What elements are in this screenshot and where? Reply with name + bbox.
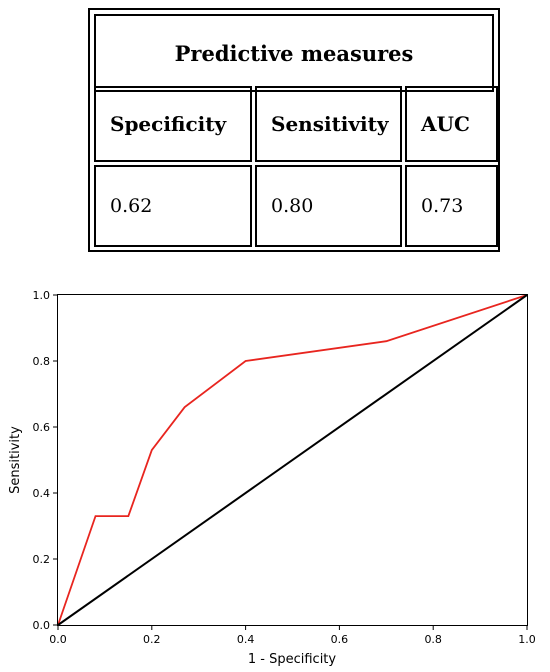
value-specificity: 0.62: [94, 165, 252, 247]
predictive-measures-table: Predictive measures Specificity Sensitiv…: [88, 8, 500, 252]
roc-chart: 0.0 0.2 0.4 0.6 0.8 1.0 0.0 0.2 0.4 0.6 0.8 1.0 1 -…: [8, 289, 536, 667]
y-tick-label: 0.8: [33, 355, 51, 368]
header-specificity: Specificity: [94, 86, 252, 162]
y-tick-label: 0.6: [33, 421, 51, 434]
x-tick-label: 0.4: [237, 633, 255, 646]
plot-frame: [57, 294, 528, 626]
y-tick-label: 0.4: [33, 487, 51, 500]
y-axis-label: Sensitivity: [8, 426, 23, 494]
value-auc: 0.73: [405, 165, 498, 247]
diagonal-reference-line: [57, 294, 528, 626]
roc-curve-line: [57, 294, 528, 626]
x-tick-label: 0.2: [143, 633, 161, 646]
y-tick-label: 0.0: [33, 619, 51, 632]
y-tick-label: 1.0: [33, 289, 51, 302]
x-axis-label: 1 - Specificity: [248, 652, 337, 667]
x-tick-label: 1.0: [518, 633, 536, 646]
header-auc: AUC: [405, 86, 498, 162]
y-tick-label: 0.2: [33, 553, 51, 566]
header-sensitivity: Sensitivity: [255, 86, 402, 162]
value-sensitivity: 0.80: [255, 165, 402, 247]
x-tick-label: 0.6: [331, 633, 349, 646]
x-tick-label: 0.8: [424, 633, 442, 646]
table-title: Predictive measures: [94, 14, 494, 92]
x-tick-label: 0.0: [49, 633, 67, 646]
